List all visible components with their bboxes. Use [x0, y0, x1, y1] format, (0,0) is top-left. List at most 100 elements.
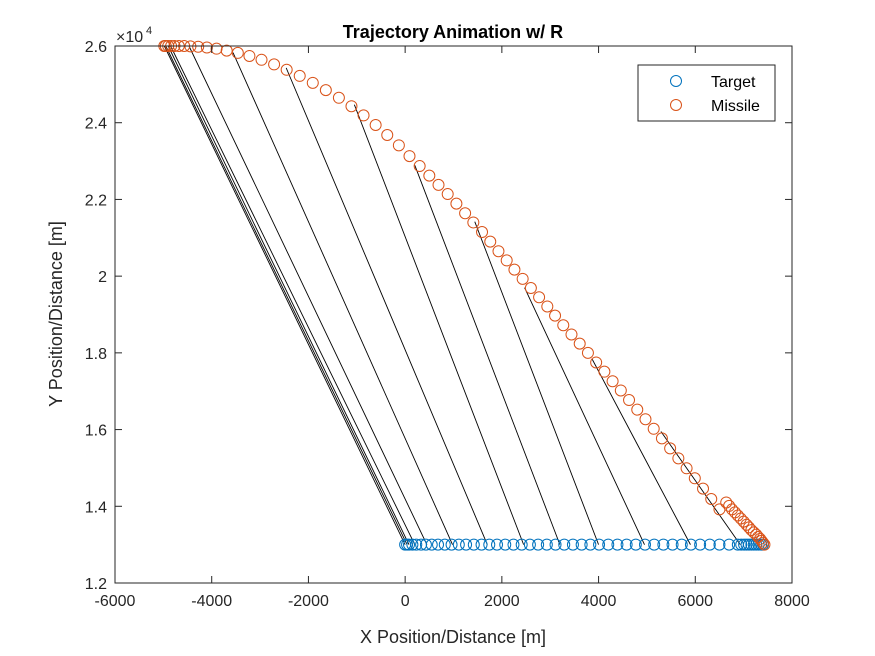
missile-point	[533, 291, 546, 304]
legend-box	[637, 64, 776, 122]
target-point	[740, 538, 753, 551]
target-point	[499, 538, 512, 551]
missile-point	[243, 49, 256, 62]
target-point	[684, 538, 697, 551]
target-point	[657, 538, 670, 551]
missile-point	[220, 44, 233, 57]
missile-point	[345, 100, 358, 113]
x-axis-label: X Position/Distance [m]	[360, 627, 546, 647]
missile-point	[549, 309, 562, 322]
missile-point	[403, 150, 416, 163]
range-line	[414, 165, 561, 545]
target-point	[406, 538, 419, 551]
missile-point	[688, 472, 701, 485]
missile-point	[647, 422, 660, 435]
target-point	[515, 538, 528, 551]
target-point	[735, 538, 748, 551]
axes-background	[115, 46, 792, 583]
range-line	[591, 359, 691, 545]
missile-point	[231, 46, 244, 59]
target-point	[445, 538, 458, 551]
target-point	[713, 538, 726, 551]
missile-point	[255, 53, 268, 66]
target-point	[638, 538, 651, 551]
axis-ticks	[114, 45, 793, 584]
target-point	[620, 538, 633, 551]
legend-target-marker	[670, 75, 682, 87]
x-tick-labels: -6000 -4000 -2000 0 2000 4000 6000 8000	[95, 593, 810, 610]
missile-point	[441, 188, 454, 201]
missile-point	[332, 91, 345, 104]
range-line	[474, 221, 599, 545]
target-point	[460, 538, 473, 551]
target-point	[410, 538, 423, 551]
missile-point	[413, 160, 426, 173]
target-point	[467, 538, 480, 551]
target-point	[491, 538, 504, 551]
chart-title: Trajectory Animation w/ R	[343, 22, 563, 42]
y-tick-label: 2.2	[85, 192, 107, 209]
missile-point	[541, 300, 554, 313]
y-tick-label: 1.2	[85, 576, 107, 593]
target-point	[549, 538, 562, 551]
missile-point	[492, 245, 505, 258]
missile-point	[747, 526, 760, 539]
target-point	[452, 538, 465, 551]
missile-point	[745, 524, 758, 537]
target-point	[432, 538, 445, 551]
y-tick-label: 2	[98, 269, 107, 286]
range-line	[170, 45, 416, 545]
target-point	[438, 538, 451, 551]
missile-point	[381, 128, 394, 141]
target-point	[723, 538, 736, 551]
y-exponent-base: ×10	[116, 29, 143, 46]
y-axis-label: Y Position/Distance [m]	[46, 221, 66, 407]
missile-point	[655, 432, 668, 445]
x-tick-label: 2000	[484, 593, 520, 610]
missile-point	[614, 384, 627, 397]
y-tick-labels: 1.2 1.4 1.6 1.8 2 2.2 2.4 2.6	[85, 39, 107, 593]
missile-point	[598, 365, 611, 378]
legend: Target Missile	[637, 64, 776, 122]
target-point	[507, 538, 520, 551]
missile-point	[280, 63, 293, 76]
missile-point	[639, 413, 652, 426]
missile-point	[192, 40, 205, 53]
x-tick-label: 6000	[677, 593, 713, 610]
axes-frame	[114, 45, 793, 584]
missile-point	[423, 169, 436, 182]
x-tick-label: -6000	[95, 593, 136, 610]
range-line	[188, 45, 428, 545]
target-point	[558, 538, 571, 551]
missile-series	[158, 40, 771, 551]
missile-point	[756, 536, 769, 549]
range-lines	[163, 45, 741, 545]
missile-point	[268, 58, 281, 71]
x-tick-label: 4000	[581, 593, 617, 610]
target-point	[540, 538, 553, 551]
target-point	[483, 538, 496, 551]
legend-missile-label: Missile	[711, 98, 760, 115]
target-point	[425, 538, 438, 551]
target-point	[602, 538, 615, 551]
legend-target-label: Target	[711, 74, 756, 91]
range-line	[285, 67, 488, 545]
target-point	[629, 538, 642, 551]
target-point	[532, 538, 545, 551]
range-line	[165, 45, 408, 545]
target-point	[403, 538, 416, 551]
y-exponent-power: 4	[146, 25, 152, 37]
missile-point	[557, 319, 570, 332]
missile-point	[432, 178, 445, 191]
y-tick-label: 1.6	[85, 423, 107, 440]
missile-point	[581, 346, 594, 359]
target-point	[738, 538, 751, 551]
target-point	[703, 538, 716, 551]
missile-point	[484, 235, 497, 248]
missile-point	[392, 139, 405, 152]
missile-point	[357, 109, 370, 122]
missile-point	[508, 263, 521, 276]
missile-point	[705, 492, 718, 505]
missile-point	[293, 69, 306, 82]
